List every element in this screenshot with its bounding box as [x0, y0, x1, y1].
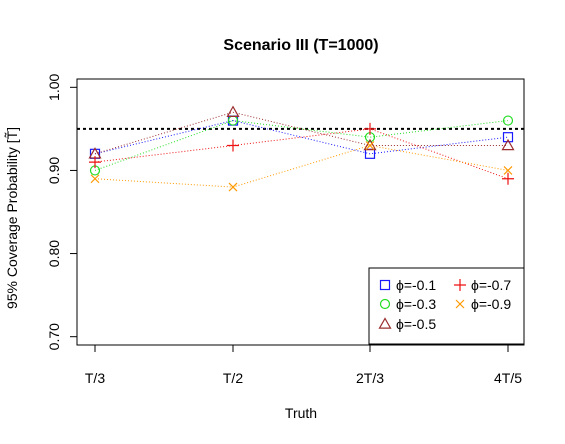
series-line [94, 120, 509, 155]
data-point [503, 166, 513, 175]
data-point [90, 174, 100, 184]
data-point [365, 141, 375, 150]
x-axis-label: Truth [285, 405, 317, 421]
data-point [502, 115, 514, 126]
x-tick-label: T/2 [223, 370, 243, 386]
series-line [94, 144, 509, 188]
legend-label: ϕ=-0.5 [396, 316, 436, 332]
chart-title: Scenario III (T=1000) [223, 37, 378, 54]
series-line [94, 111, 508, 155]
legend-box [368, 267, 525, 345]
data-point [228, 182, 238, 192]
legend-label: ϕ=-0.3 [396, 296, 436, 312]
axes: T/3 T/2 2T/3 4T/5 0.70 0.80 0.90 1.00 [46, 73, 524, 386]
series-layer [88, 105, 515, 192]
y-tick-label: 1.00 [46, 73, 62, 100]
data-point [502, 172, 514, 185]
y-axis-label: 95% Coverage Probability [T̃] [4, 127, 20, 309]
data-point [226, 105, 240, 117]
legend-label: ϕ=-0.1 [396, 277, 436, 293]
x-tick-label: T/3 [85, 370, 105, 386]
y-tick-label: 0.90 [46, 157, 62, 184]
data-point [379, 298, 391, 310]
series-1 [89, 115, 514, 159]
series-5 [90, 141, 513, 192]
legend-label: ϕ=-0.9 [471, 296, 511, 312]
series-line [94, 128, 509, 180]
data-point [454, 279, 466, 291]
data-point [502, 132, 514, 143]
data-point [89, 156, 101, 169]
series-2 [89, 115, 514, 176]
y-tick-label: 0.80 [46, 240, 62, 267]
data-point [378, 317, 392, 329]
series-3 [88, 105, 515, 159]
legend-label: ϕ=-0.7 [471, 277, 511, 293]
data-point [227, 139, 239, 152]
data-point [363, 138, 377, 151]
y-tick-label: 0.70 [46, 323, 62, 350]
series-line [94, 120, 509, 171]
data-point [364, 122, 376, 135]
x-tick-label: 2T/3 [356, 370, 384, 386]
data-point [501, 138, 515, 151]
x-tick-label: 4T/5 [494, 370, 522, 386]
data-point [379, 279, 391, 291]
legend: ϕ=-0.1 ϕ=-0.3 ϕ=-0.5 ϕ=-0.7 ϕ=-0.9 [368, 267, 525, 345]
series-4 [89, 122, 514, 185]
data-point [455, 299, 465, 309]
